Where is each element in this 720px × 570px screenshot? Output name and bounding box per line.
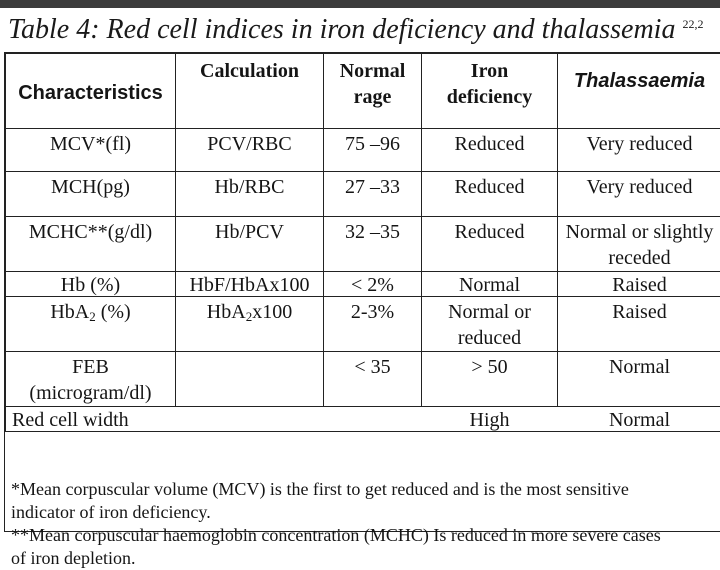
- footnote-mchc: **Mean corpuscular haemoglobin concentra…: [11, 524, 720, 570]
- cell-iron-deficiency: High: [422, 407, 558, 432]
- table-row: Red cell width High Normal: [6, 407, 720, 432]
- cell-characteristic: Hb (%): [6, 272, 176, 297]
- footnote-mcv: *Mean corpuscular volume (MCV) is the fi…: [11, 478, 720, 524]
- cell-normal-range: 27 –33: [324, 172, 422, 217]
- table-row: MCV*(fl) PCV/RBC 75 –96 Reduced Very red…: [6, 129, 720, 172]
- cell-thalassaemia: Normal: [558, 407, 720, 432]
- cell-calculation: [176, 352, 324, 407]
- cell-calculation: HbA2x100: [176, 297, 324, 352]
- table-row: MCH(pg) Hb/RBC 27 –33 Reduced Very reduc…: [6, 172, 720, 217]
- cell-thalassaemia: Normal: [558, 352, 720, 407]
- cell-thalassaemia: Raised: [558, 297, 720, 352]
- cell-characteristic: MCHC**(g/dl): [6, 217, 176, 272]
- table-row: MCHC**(g/dl) Hb/PCV 32 –35 Reduced Norma…: [6, 217, 720, 272]
- table-row: Hb (%) HbF/HbAx100 < 2% Normal Raised: [6, 272, 720, 297]
- header-calculation: Calculation: [176, 54, 324, 129]
- cell-iron-deficiency: > 50: [422, 352, 558, 407]
- cell-calculation: Hb/RBC: [176, 172, 324, 217]
- cell-characteristic: MCH(pg): [6, 172, 176, 217]
- cell-normal-range: < 35: [324, 352, 422, 407]
- footnotes: *Mean corpuscular volume (MCV) is the fi…: [11, 478, 720, 570]
- cell-characteristic: HbA2 (%): [6, 297, 176, 352]
- table-row: FEB(microgram/dl) < 35 > 50 Normal: [6, 352, 720, 407]
- cell-iron-deficiency: Reduced: [422, 217, 558, 272]
- cell-normal-range: < 2%: [324, 272, 422, 297]
- cell-normal-range: 2-3%: [324, 297, 422, 352]
- cell-characteristic: MCV*(fl): [6, 129, 176, 172]
- header-characteristics: Characteristics: [6, 54, 176, 129]
- cell-calculation: HbF/HbAx100: [176, 272, 324, 297]
- cell-iron-deficiency: Normal: [422, 272, 558, 297]
- cell-thalassaemia: Very reduced: [558, 172, 720, 217]
- cell-normal-range: 32 –35: [324, 217, 422, 272]
- table-title-text: Table 4: Red cell indices in iron defici…: [8, 14, 675, 45]
- cell-iron-deficiency: Reduced: [422, 172, 558, 217]
- cell-thalassaemia: Very reduced: [558, 129, 720, 172]
- cell-characteristic: FEB(microgram/dl): [6, 352, 176, 407]
- cell-characteristic: Red cell width: [6, 407, 422, 432]
- cell-normal-range: 75 –96: [324, 129, 422, 172]
- cell-calculation: PCV/RBC: [176, 129, 324, 172]
- header-thalassaemia: Thalassaemia: [558, 54, 720, 129]
- cell-iron-deficiency: Reduced: [422, 129, 558, 172]
- top-bar: [0, 0, 720, 8]
- reference-superscript: 22,2: [682, 17, 703, 31]
- cell-thalassaemia: Raised: [558, 272, 720, 297]
- cell-calculation: Hb/PCV: [176, 217, 324, 272]
- table-title: Table 4: Red cell indices in iron defici…: [8, 12, 720, 48]
